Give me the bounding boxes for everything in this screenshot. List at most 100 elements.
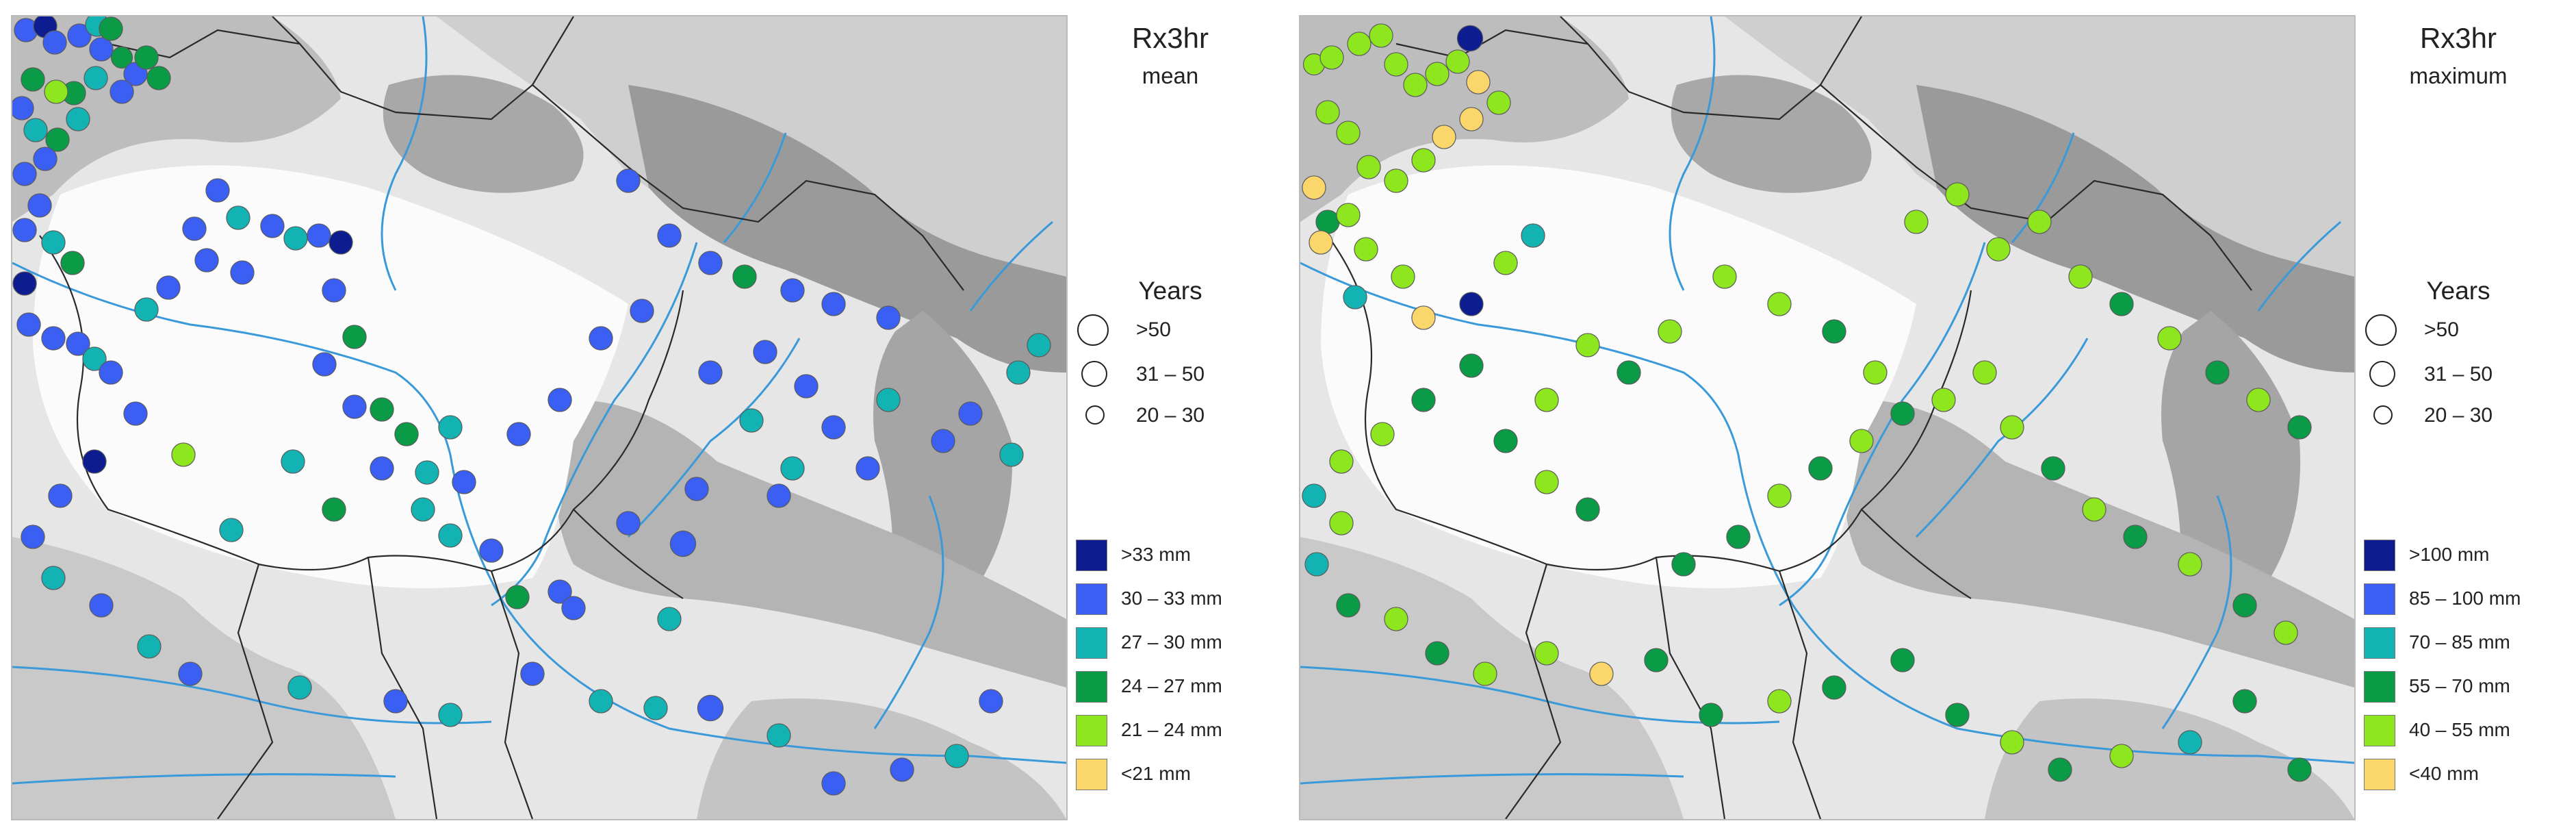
station-marker (876, 388, 901, 412)
station-marker (698, 251, 723, 275)
size-legend-large-label: >50 (1136, 318, 1171, 341)
station-marker (1411, 148, 1436, 173)
station-marker (2109, 292, 2134, 316)
station-marker (16, 312, 41, 337)
station-marker (394, 422, 419, 446)
statistic-subtitle: maximum (2409, 63, 2508, 88)
panel-maximum: Rx3hr maximum Years >50 31 – 50 20 – 30 … (1288, 0, 2576, 832)
station-marker (2178, 730, 2202, 755)
station-marker (82, 449, 107, 474)
station-marker (616, 511, 641, 535)
station-marker (1027, 333, 1051, 357)
station-marker (506, 422, 531, 446)
size-legend-large-label: >50 (2424, 318, 2459, 341)
station-marker (876, 305, 901, 330)
station-marker (438, 523, 463, 548)
station-marker (370, 397, 394, 422)
station-marker (41, 326, 66, 351)
station-marker (630, 299, 654, 323)
station-marker (60, 251, 85, 275)
station-marker (44, 79, 68, 104)
river-line (491, 242, 698, 607)
station-marker (1329, 511, 1354, 535)
station-marker (616, 168, 641, 193)
lowland-plain (33, 165, 628, 588)
station-marker (2246, 388, 2271, 412)
station-marker (110, 46, 133, 69)
legend-swatch (2364, 759, 2395, 790)
station-marker (21, 525, 45, 549)
station-marker (12, 96, 34, 121)
station-marker (1356, 155, 1381, 179)
station-marker (1658, 319, 1682, 344)
terrain-relief (1300, 16, 2354, 819)
legend-swatch (2364, 583, 2395, 615)
station-marker (1849, 429, 1874, 453)
legend-label: 30 – 33 mm (1121, 588, 1222, 609)
station-marker (123, 401, 148, 426)
station-marker (205, 178, 230, 203)
river-line (1300, 773, 1684, 785)
border-line (532, 16, 574, 86)
station-marker (230, 260, 255, 285)
legend-swatch (2364, 540, 2395, 571)
station-marker (415, 460, 439, 485)
station-marker (1315, 210, 1340, 234)
station-marker (438, 415, 463, 440)
relief-shape (383, 75, 584, 193)
stations (1302, 23, 2312, 782)
station-marker (438, 703, 463, 727)
size-legend-small-label: 20 – 30 (1136, 404, 1205, 427)
station-marker (505, 585, 530, 609)
station-marker (669, 530, 697, 557)
station-marker (134, 45, 159, 70)
station-marker (780, 278, 805, 303)
station-marker (66, 107, 90, 131)
size-circle-large-icon (2365, 314, 2397, 346)
station-marker (657, 223, 682, 248)
station-marker (370, 456, 394, 481)
station-marker (322, 278, 346, 303)
borders (39, 16, 964, 819)
border-line (1505, 564, 1562, 819)
legend-label: <40 mm (2409, 763, 2479, 784)
station-marker (33, 147, 57, 171)
station-marker (589, 689, 613, 714)
river-line (12, 666, 492, 724)
station-marker (1369, 23, 1393, 48)
border-line (1395, 29, 2252, 291)
station-marker (979, 689, 1003, 714)
station-marker (12, 271, 37, 296)
station-marker (178, 661, 203, 686)
station-marker (684, 477, 709, 501)
station-marker (780, 456, 805, 481)
station-marker (520, 661, 545, 686)
border-line (1778, 570, 1822, 819)
river-line (1300, 666, 1780, 724)
years-legend-title: Years (1138, 277, 1202, 305)
station-marker (1302, 483, 1326, 508)
station-marker (2109, 744, 2134, 768)
station-marker (12, 218, 37, 242)
statistic-subtitle: mean (1142, 63, 1199, 88)
size-legend-medium-label: 31 – 50 (2424, 363, 2493, 386)
station-marker (2287, 757, 2312, 782)
station-marker (171, 442, 196, 467)
station-marker (739, 408, 764, 433)
river-line (873, 495, 944, 729)
legend-label: <21 mm (1121, 763, 1191, 784)
river-line (1669, 16, 1716, 291)
river-line (1779, 242, 1986, 607)
station-marker (48, 483, 73, 508)
station-marker (156, 275, 181, 300)
legend-swatch (1076, 759, 1107, 790)
river-line (2011, 132, 2075, 243)
station-marker (1767, 292, 1792, 316)
station-marker (1822, 675, 1846, 700)
station-marker (1589, 661, 1614, 686)
station-marker (1945, 182, 1970, 207)
station-marker (1534, 641, 1559, 666)
size-circle-small-icon (1085, 405, 1105, 425)
station-marker (2123, 525, 2148, 549)
station-marker (182, 216, 207, 241)
